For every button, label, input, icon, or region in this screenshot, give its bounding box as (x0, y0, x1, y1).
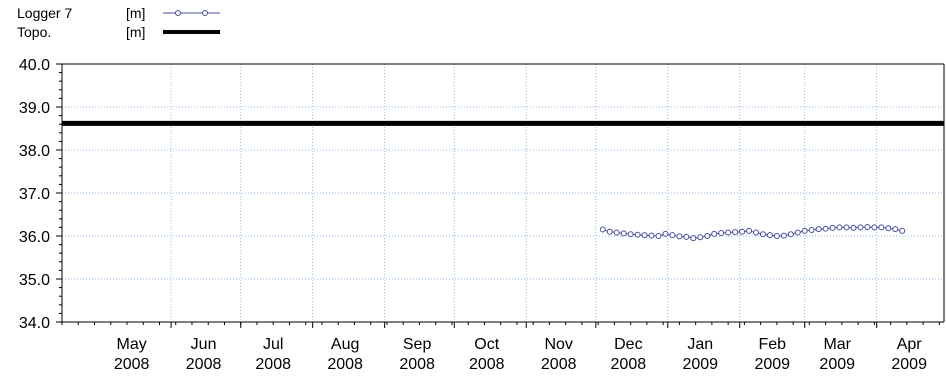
x-tick-label-year: 2008 (399, 356, 435, 373)
series-logger7-point (725, 229, 732, 236)
x-tick-label-month: May (117, 336, 147, 353)
series-logger7-point (746, 227, 753, 234)
series-logger7-point (697, 234, 704, 241)
series-logger7-point (662, 230, 669, 237)
x-tick-label-month: Oct (474, 336, 499, 353)
y-tick-label: 40.0 (19, 57, 50, 74)
series-logger7-point (676, 233, 683, 240)
series-logger7-point (766, 232, 773, 239)
series-logger7-point (843, 224, 850, 231)
x-tick-label-month: Jan (687, 336, 713, 353)
x-tick-label-year: 2009 (682, 356, 718, 373)
x-tick-labels: May 2008 Jun 2008 Jul 2008 Aug 2008 Sep 2008 Oct 20… (114, 336, 927, 373)
y-tick-label: 35.0 (19, 272, 50, 289)
series-logger7-point (690, 235, 697, 242)
series-logger7-point (759, 231, 766, 238)
x-tick-label-year: 2009 (754, 356, 790, 373)
series-logger7-point (885, 225, 892, 232)
legend-label-logger7: Logger 7 (17, 5, 72, 21)
series-logger7-point (801, 227, 808, 234)
series-logger7-point (599, 226, 606, 233)
series-logger7-point (655, 233, 662, 239)
x-tick-label-month: Jun (191, 336, 217, 353)
series-logger7-point (780, 232, 787, 239)
x-tick-label-month: Jul (263, 336, 283, 353)
series-logger7-point (606, 228, 613, 235)
legend-unit-topo: [m] (126, 24, 145, 40)
x-tick-label-month: Dec (614, 336, 642, 353)
series-layer (62, 120, 944, 242)
series-logger7-point (620, 230, 627, 237)
y-tick-label: 38.0 (19, 143, 50, 160)
series-logger7-point (641, 232, 648, 239)
y-tick-labels: 34.0 35.0 36.0 37.0 38.0 39.0 40.0 (19, 57, 50, 332)
x-tick-label-month: Mar (823, 336, 851, 353)
y-tick-label: 39.0 (19, 100, 50, 117)
x-tick-label-year: 2008 (255, 356, 291, 373)
series-logger7-point (627, 231, 634, 238)
series-logger7-point (787, 231, 794, 238)
legend-label-topo: Topo. (17, 24, 51, 40)
series-logger7-point (878, 224, 885, 231)
series-logger7-point (711, 230, 718, 237)
x-tick-label-month: Nov (544, 336, 572, 353)
series-logger7-point (836, 224, 843, 231)
x-tick-label-year: 2008 (186, 356, 222, 373)
x-tick-label-year: 2009 (819, 356, 855, 373)
y-tick-label: 36.0 (19, 229, 50, 246)
x-tick-label-month: Feb (758, 336, 786, 353)
series-logger7-point (704, 233, 711, 239)
series-logger7-point (648, 232, 655, 239)
series-logger7-point (669, 232, 676, 239)
series-logger7-point (739, 228, 746, 235)
series-logger7-point (683, 233, 690, 240)
series-logger7-point (822, 225, 829, 232)
series-logger7-point (892, 226, 899, 233)
x-tick-label-month: Apr (897, 336, 923, 353)
grid (62, 64, 944, 322)
series-logger7-point (850, 224, 857, 231)
x-tick-label-month: Aug (331, 336, 359, 353)
y-tick-label: 34.0 (19, 315, 50, 332)
series-logger7-point (808, 226, 815, 233)
legend-swatch-logger7 (163, 10, 220, 16)
legend-unit-logger7: [m] (126, 5, 145, 21)
series-logger7-point (718, 229, 725, 236)
series-logger7-point (871, 224, 878, 231)
series-logger7-point (829, 224, 836, 231)
series-logger7-point (752, 229, 759, 236)
series-logger7-point (634, 231, 641, 238)
x-tick-label-month: Sep (403, 336, 432, 353)
x-tick-label-year: 2008 (114, 356, 150, 373)
legend: Logger 7 [m] Topo. [m] (17, 5, 220, 40)
x-tick-label-year: 2008 (469, 356, 505, 373)
x-tick-label-year: 2008 (611, 356, 647, 373)
x-tick-label-year: 2009 (891, 356, 927, 373)
series-logger7-point (857, 224, 864, 231)
series-logger7-point (864, 223, 871, 230)
series-logger7-point (773, 233, 780, 239)
series-logger7-point (794, 229, 801, 236)
series-logger7-point (613, 229, 620, 236)
x-tick-label-year: 2008 (327, 356, 363, 373)
x-tick-label-year: 2008 (541, 356, 577, 373)
y-tick-label: 37.0 (19, 186, 50, 203)
series-logger7-point (815, 226, 822, 233)
series-logger7-point (732, 229, 739, 236)
series-logger7-point (899, 227, 906, 234)
